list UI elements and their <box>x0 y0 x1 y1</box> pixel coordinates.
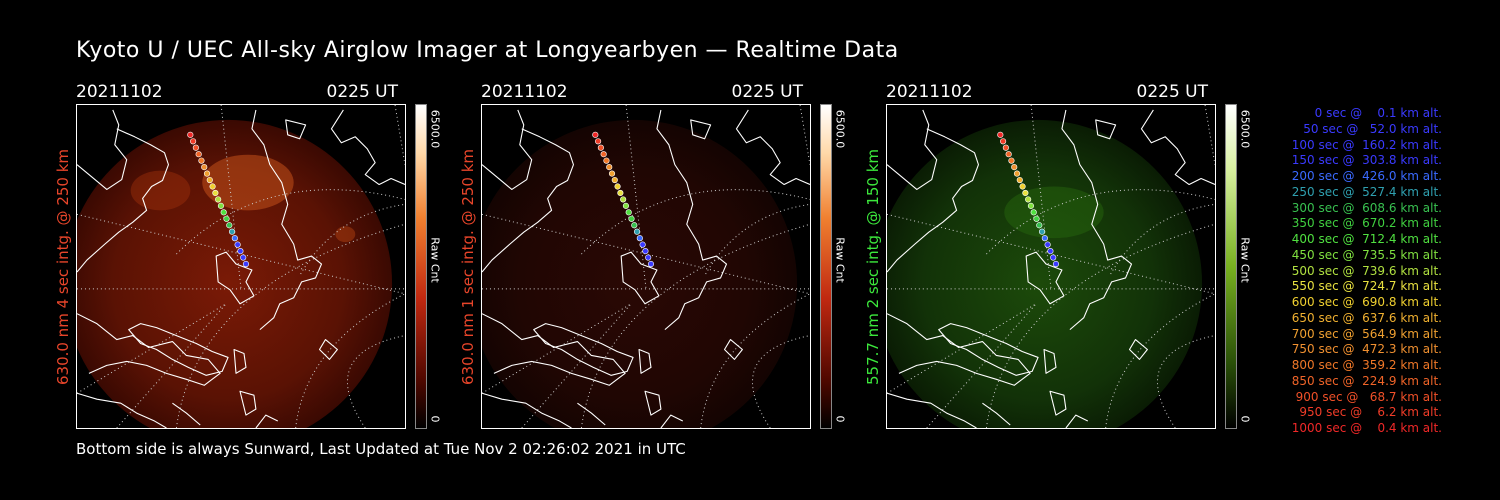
legend-entry: 950 sec @ 6.2 km alt. <box>1295 405 1442 420</box>
legend-entry: 200 sec @ 426.0 km alt. <box>1287 169 1442 183</box>
legend-entry: 1000 sec @ 0.4 km alt. <box>1291 421 1442 435</box>
panel-side-label: 630.0 nm 4 sec intg. @ 250 km <box>54 148 72 385</box>
legend-entry: 350 sec @ 670.2 km alt. <box>1287 216 1442 231</box>
colorbar-min-label: 0 <box>428 415 442 423</box>
allsky-image <box>76 104 406 429</box>
legend-entry: 400 sec @ 712.4 km alt. <box>1287 232 1442 246</box>
legend-entry: 450 sec @ 735.5 km alt. <box>1287 247 1442 262</box>
colorbar-unit-label: Raw Cnt <box>428 237 442 283</box>
colorbar-max-label: 6500.0 <box>428 109 442 149</box>
colorbar-max-label: 6500.0 <box>833 109 847 149</box>
legend-entry: 300 sec @ 608.6 km alt. <box>1287 200 1442 215</box>
colorbar-unit-label: Raw Cnt <box>1238 237 1252 283</box>
imager-panel-2: 20211102 0225 UT 630.0 nm 1 sec intg. @ … <box>459 80 881 430</box>
colorbar-max-label: 6500.0 <box>1238 109 1252 149</box>
colorbar-unit-label: Raw Cnt <box>833 237 847 283</box>
colorbar-min-label: 0 <box>1238 415 1252 423</box>
imager-panel-3: 20211102 0225 UT 557.7 nm 2 sec intg. @ … <box>864 80 1286 430</box>
legend-entry: 250 sec @ 527.4 km alt. <box>1287 184 1442 199</box>
legend-entry: 800 sec @ 359.2 km alt. <box>1287 358 1442 372</box>
panel-side-label: 557.7 nm 2 sec intg. @ 150 km <box>864 148 882 385</box>
imager-panel-1: 20211102 0225 UT 630.0 nm 4 sec intg. @ … <box>54 80 476 430</box>
colorbar <box>415 104 427 429</box>
legend-entry: 50 sec @ 52.0 km alt. <box>1295 121 1442 136</box>
panel-date: 20211102 <box>76 82 163 102</box>
colorbar <box>820 104 832 429</box>
panel-side-label: 630.0 nm 1 sec intg. @ 250 km <box>459 148 477 385</box>
legend-entry: 600 sec @ 690.8 km alt. <box>1287 295 1442 309</box>
legend-entry: 500 sec @ 739.6 km alt. <box>1287 263 1442 278</box>
allsky-image <box>481 104 811 429</box>
legend-entry: 550 sec @ 724.7 km alt. <box>1287 279 1442 294</box>
allsky-image <box>886 104 1216 429</box>
page-title: Kyoto U / UEC All-sky Airglow Imager at … <box>76 38 899 63</box>
footer-note: Bottom side is always Sunward, Last Upda… <box>76 440 686 458</box>
panel-date: 20211102 <box>481 82 568 102</box>
legend-entry: 750 sec @ 472.3 km alt. <box>1287 342 1442 357</box>
colorbar <box>1225 104 1237 429</box>
panel-time: 0225 UT <box>1136 82 1209 102</box>
panel-date: 20211102 <box>886 82 973 102</box>
legend-entry: 850 sec @ 224.9 km alt. <box>1287 373 1442 388</box>
trajectory-legend: 0 sec @ 0.1 km alt. 50 sec @ 52.0 km alt… <box>1262 106 1442 437</box>
panel-time: 0225 UT <box>731 82 804 102</box>
colorbar-min-label: 0 <box>833 415 847 423</box>
legend-entry: 0 sec @ 0.1 km alt. <box>1303 106 1442 120</box>
panel-time: 0225 UT <box>326 82 399 102</box>
legend-entry: 650 sec @ 637.6 km alt. <box>1287 310 1442 325</box>
legend-entry: 700 sec @ 564.9 km alt. <box>1287 326 1442 341</box>
legend-entry: 100 sec @ 160.2 km alt. <box>1287 137 1442 152</box>
legend-entry: 900 sec @ 68.7 km alt. <box>1291 389 1442 404</box>
legend-entry: 150 sec @ 303.8 km alt. <box>1287 153 1442 168</box>
